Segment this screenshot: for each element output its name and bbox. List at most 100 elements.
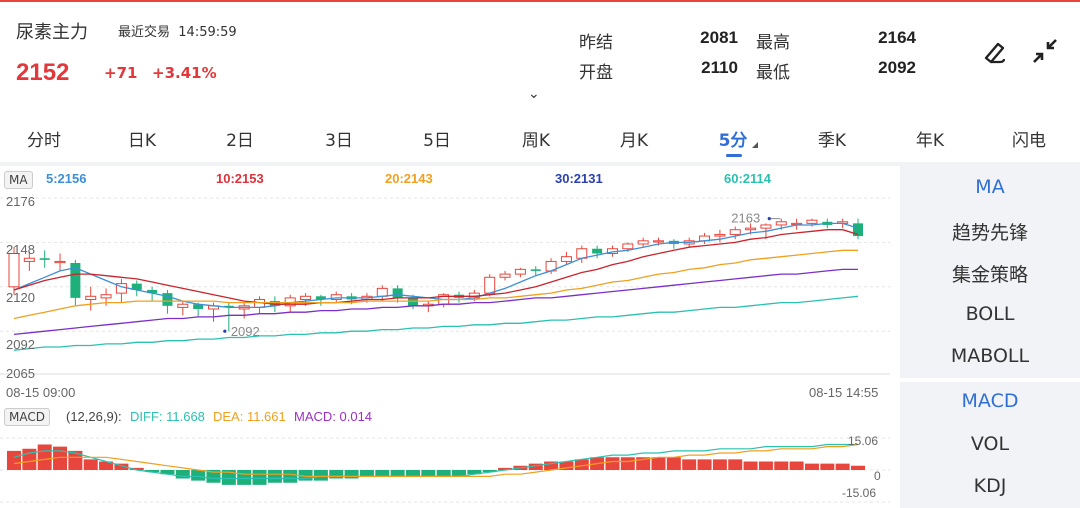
top-accent-line <box>0 0 1080 2</box>
candle <box>499 270 511 281</box>
macd-bar <box>544 461 559 470</box>
candle <box>115 278 127 303</box>
indicator-macd[interactable]: MACD <box>961 390 1019 412</box>
low-value: 2092 <box>878 58 916 77</box>
macd-y-tick: 0 <box>874 469 881 483</box>
macd-bar <box>114 463 129 470</box>
candle <box>853 218 863 240</box>
indicator-ma[interactable]: MA <box>975 176 1005 198</box>
y-tick-label: 2065 <box>6 366 35 381</box>
candlestick-chart[interactable]: 2163 2092 <box>0 190 890 382</box>
macd-bar <box>467 470 482 475</box>
ma5-legend: 5:2156 <box>46 171 87 186</box>
ma10-legend: 10:2153 <box>216 171 264 186</box>
macd-bar <box>482 470 497 473</box>
candle <box>23 251 35 271</box>
macd-bar <box>452 470 467 477</box>
prev-settle-value: 2081 <box>700 28 738 47</box>
tab-2day[interactable]: 2日 <box>226 131 254 151</box>
candle <box>254 296 266 314</box>
macd-bar <box>129 467 144 470</box>
macd-bar <box>344 470 359 479</box>
candle <box>177 301 189 316</box>
candle-body <box>177 303 189 308</box>
macd-bar <box>405 470 420 477</box>
macd-bar <box>851 465 865 470</box>
ma-indicator-tag[interactable]: MA <box>4 171 33 189</box>
open-value: 2110 <box>701 58 738 77</box>
candle-body <box>499 273 511 278</box>
macd-bar <box>605 457 620 470</box>
candle <box>407 294 418 309</box>
candle-body <box>407 297 418 306</box>
macd-value-legend: MACD: 0.014 <box>294 409 373 424</box>
collapse-arrows-icon[interactable] <box>1030 36 1062 68</box>
y-tick-label: 2092 <box>6 337 35 352</box>
candle-body <box>592 248 603 254</box>
candle <box>54 253 66 271</box>
candle-body <box>653 240 665 243</box>
collapse-arrows-icon-svg <box>1033 39 1057 63</box>
expand-chevron-icon[interactable]: ⌄ <box>528 86 540 102</box>
ma60-legend: 60:2114 <box>724 171 771 186</box>
tab-quarterly[interactable]: 季K <box>817 131 847 151</box>
main-indicator-panel: MA 趋势先锋 集金策略 BOLL MABOLL <box>900 166 1080 378</box>
candle <box>422 301 434 313</box>
macd-dea-legend: DEA: 11.661 <box>213 409 286 424</box>
tab-3day[interactable]: 3日 <box>325 131 353 151</box>
tab-5day[interactable]: 5日 <box>423 131 451 151</box>
macd-bar <box>559 461 574 470</box>
macd-indicator-tag[interactable]: MACD <box>4 408 50 426</box>
session-time: 14:59:59 <box>178 25 237 40</box>
macd-bar <box>298 470 313 481</box>
candle <box>729 226 741 240</box>
macd-chart[interactable] <box>0 430 890 506</box>
macd-bar <box>175 470 190 479</box>
macd-bar <box>712 459 727 470</box>
macd-bar <box>728 459 743 470</box>
session-label: 最近交易 <box>118 25 171 40</box>
candle-body <box>637 240 649 245</box>
tab-monthly[interactable]: 月K <box>619 131 649 151</box>
ma20-line <box>13 249 858 320</box>
tab-flash[interactable]: 闪电 <box>1012 131 1046 151</box>
macd-bar <box>666 457 681 470</box>
tab-5min[interactable]: 5分 <box>718 131 748 151</box>
candle <box>8 247 20 295</box>
candle-body <box>315 296 326 300</box>
candle-body <box>514 268 526 275</box>
candle-body <box>23 257 35 262</box>
indicator-vol[interactable]: VOL <box>970 433 1010 455</box>
macd-bar <box>145 470 160 473</box>
indicator-maboll[interactable]: MABOLL <box>950 345 1030 367</box>
indicator-kdj[interactable]: KDJ <box>973 475 1007 497</box>
low-marker-label: 2092 <box>231 324 260 339</box>
macd-y-tick: -15.06 <box>842 486 877 500</box>
indicator-trend-pioneer[interactable]: 趋势先锋 <box>951 222 1028 244</box>
tab-intraday[interactable]: 分时 <box>27 131 61 151</box>
macd-bar <box>835 463 850 470</box>
candle-body <box>392 288 403 298</box>
pen-draw-icon[interactable] <box>978 36 1010 68</box>
macd-bar <box>820 463 835 470</box>
macd-bar <box>37 444 52 470</box>
macd-y-tick: 15.06 <box>848 434 879 448</box>
candle <box>162 289 173 314</box>
candle <box>392 285 403 303</box>
candle-body <box>269 301 280 306</box>
indicator-gold-strategy[interactable]: 集金策略 <box>951 264 1028 286</box>
period-dropdown-caret-icon[interactable] <box>752 142 758 148</box>
tab-weekly[interactable]: 周K <box>521 131 551 151</box>
candle-body <box>806 219 818 224</box>
ma30-line <box>13 268 858 336</box>
tab-yearly[interactable]: 年K <box>915 131 945 151</box>
candle-body <box>714 233 726 237</box>
candle <box>85 286 97 311</box>
candle <box>39 250 50 268</box>
indicator-boll[interactable]: BOLL <box>965 303 1015 325</box>
macd-bar <box>375 470 390 477</box>
candle <box>514 267 526 278</box>
active-tab-indicator <box>726 154 742 157</box>
tab-daily[interactable]: 日K <box>127 131 157 151</box>
candle <box>668 239 679 249</box>
